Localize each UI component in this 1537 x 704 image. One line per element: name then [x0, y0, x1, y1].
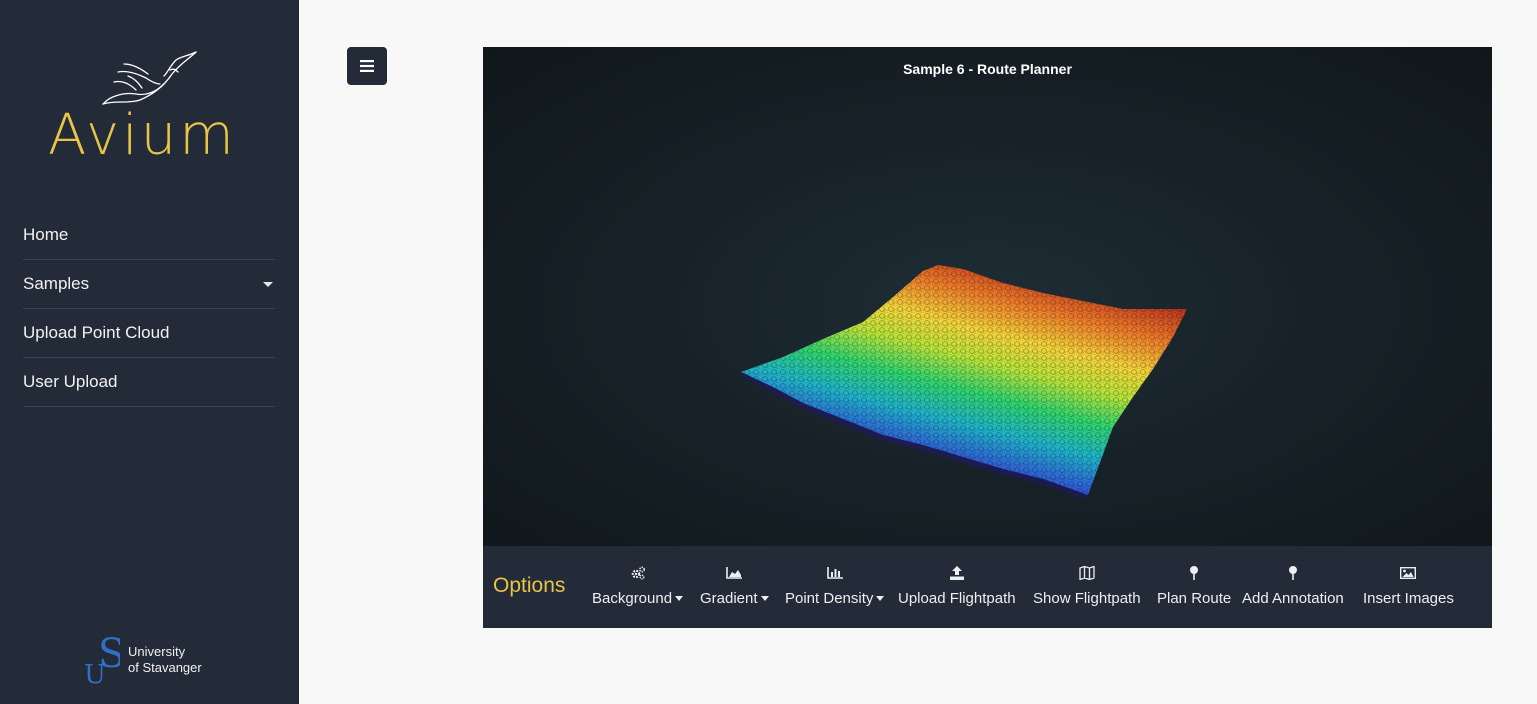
sidebar-item-label: User Upload: [23, 372, 118, 391]
bar-chart-icon: [826, 564, 843, 582]
caret-down-icon: [760, 596, 769, 601]
caret-down-icon: [876, 596, 885, 601]
caret-down-icon: [263, 281, 273, 287]
sidebar-item-upload-point-cloud[interactable]: Upload Point Cloud: [23, 309, 275, 358]
insert-images-button[interactable]: Insert Images: [1363, 564, 1454, 607]
point-density-dropdown-button[interactable]: Point Density: [785, 564, 885, 607]
brand-name: Avium: [48, 103, 237, 168]
plan-route-button[interactable]: Plan Route: [1157, 564, 1231, 607]
pin-icon: [1189, 564, 1199, 582]
viewer-title: Sample 6 - Route Planner: [903, 61, 1072, 77]
gradient-dropdown-button[interactable]: Gradient: [700, 564, 769, 607]
upload-flightpath-button[interactable]: Upload Flightpath: [898, 564, 1016, 607]
background-dropdown-button[interactable]: Background: [592, 564, 684, 607]
university-name-line1: University: [128, 644, 186, 659]
add-annotation-label: Add Annotation: [1242, 590, 1344, 607]
show-flightpath-button[interactable]: Show Flightpath: [1033, 564, 1141, 607]
insert-images-label: Insert Images: [1363, 590, 1454, 607]
map-icon: [1079, 564, 1095, 582]
pin-icon: [1288, 564, 1298, 582]
university-logo[interactable]: S U University of Stavanger: [84, 635, 202, 685]
show-flightpath-label: Show Flightpath: [1033, 590, 1141, 607]
upload-icon: [949, 564, 964, 582]
svg-text:S: S: [98, 635, 120, 677]
point-density-label: Point Density: [785, 590, 874, 607]
sidebar-nav: Home Samples Upload Point Cloud User Upl…: [23, 211, 275, 407]
caret-down-icon: [675, 596, 684, 601]
upload-flightpath-label: Upload Flightpath: [898, 590, 1016, 607]
options-toolbar: Options Background Gradient Point Densit…: [483, 546, 1492, 628]
sidebar-item-home[interactable]: Home: [23, 211, 275, 260]
background-label: Background: [592, 590, 673, 607]
bird-logo-icon: [102, 51, 197, 105]
point-cloud-viewer[interactable]: Sample 6 - Route Planner: [483, 47, 1492, 546]
university-name-line2: of Stavanger: [128, 660, 202, 675]
add-annotation-button[interactable]: Add Annotation: [1242, 564, 1344, 607]
sidebar: Avium Home Samples Upload Point Cloud Us…: [0, 0, 299, 704]
point-cloud-terrain: [741, 265, 1187, 499]
sidebar-item-label: Home: [23, 225, 69, 244]
brand-logo[interactable]: Avium: [40, 44, 260, 174]
plan-route-label: Plan Route: [1157, 590, 1232, 607]
cogs-icon: [630, 564, 646, 582]
sidebar-item-user-upload[interactable]: User Upload: [23, 358, 275, 407]
university-emblem-icon: S U: [84, 635, 120, 685]
image-icon: [1400, 564, 1417, 582]
sidebar-item-label: Upload Point Cloud: [23, 323, 170, 342]
gradient-label: Gradient: [700, 590, 758, 607]
university-name: University of Stavanger: [128, 644, 202, 676]
options-label: Options: [493, 574, 566, 597]
bars-icon: [360, 60, 374, 72]
svg-text:U: U: [84, 660, 106, 685]
sidebar-toggle-button[interactable]: [347, 47, 387, 85]
sidebar-item-label: Samples: [23, 274, 90, 293]
area-chart-icon: [726, 564, 743, 582]
sidebar-item-samples[interactable]: Samples: [23, 260, 275, 309]
